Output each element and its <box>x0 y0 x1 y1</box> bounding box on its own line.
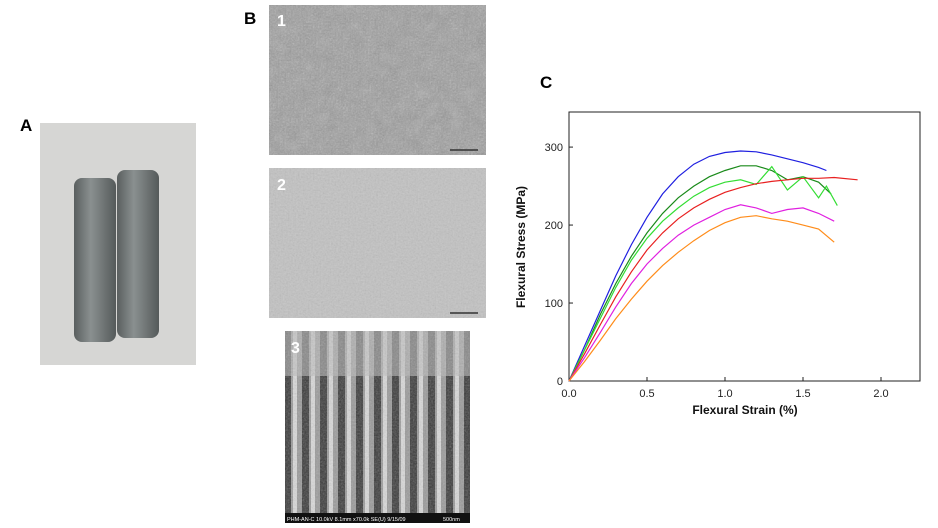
series-line <box>568 215 835 382</box>
y-tick-label: 300 <box>545 142 563 154</box>
panel-label: A <box>20 116 32 135</box>
series-line <box>568 165 838 382</box>
series-line <box>568 165 832 382</box>
y-tick-label: 200 <box>545 220 563 232</box>
series-line <box>568 150 827 382</box>
sub-label: 2 <box>277 177 286 194</box>
sem-scale: 500nm <box>443 517 460 523</box>
plot-frame <box>568 111 921 382</box>
panel-label: C <box>540 73 552 92</box>
series-line <box>568 204 835 382</box>
y-tick-label: 100 <box>545 298 563 310</box>
x-axis-label: Flexural Strain (%) <box>692 403 797 417</box>
x-tick-label: 2.0 <box>873 388 888 400</box>
sub-label: 3 <box>291 340 300 357</box>
x-tick-label: 1.5 <box>795 388 810 400</box>
x-tick-label: 0.0 <box>561 388 576 400</box>
panel-label: B <box>244 9 256 28</box>
micrograph-texture <box>269 5 486 155</box>
caption-bar <box>285 513 470 523</box>
micrograph-texture <box>269 168 486 318</box>
y-tick-label: 0 <box>557 376 563 388</box>
micrograph-texture <box>285 331 470 513</box>
rod <box>74 178 116 342</box>
series-line <box>568 176 858 382</box>
rod <box>117 170 159 338</box>
sub-label: 1 <box>277 13 286 30</box>
x-tick-label: 1.0 <box>717 388 732 400</box>
sem-info: PHM-AN-C 10.0kV 8.1mm x70.0k SE(U) 9/15/… <box>287 517 406 523</box>
x-tick-label: 0.5 <box>639 388 654 400</box>
y-axis-label: Flexural Stress (MPa) <box>514 186 528 308</box>
